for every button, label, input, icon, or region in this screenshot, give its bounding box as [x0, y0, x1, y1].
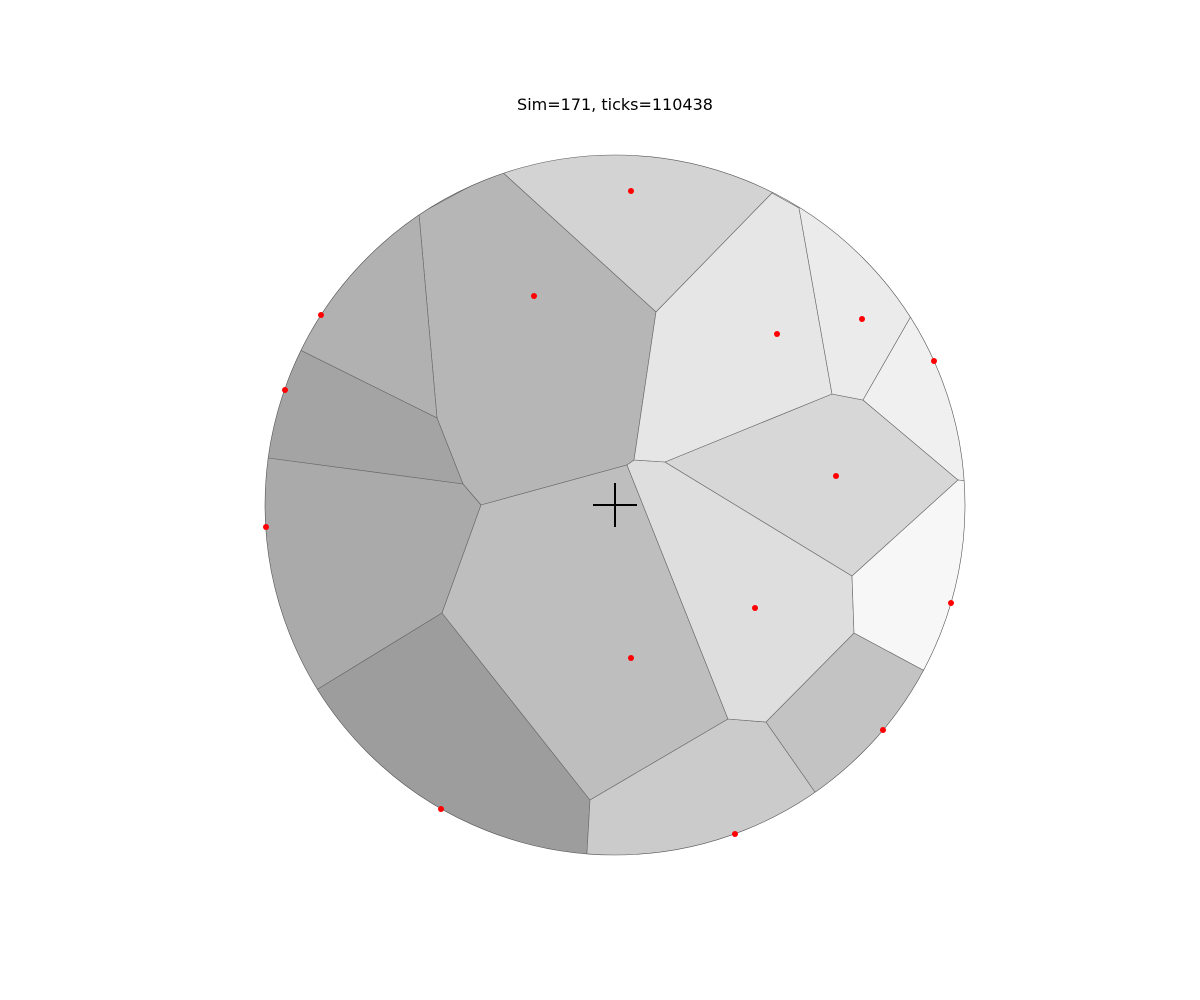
seed-point	[628, 655, 634, 661]
seed-point	[833, 473, 839, 479]
seed-point	[531, 293, 537, 299]
seed-point	[628, 188, 634, 194]
seed-point	[732, 831, 738, 837]
seed-point	[931, 358, 937, 364]
seed-point	[948, 600, 954, 606]
seed-point	[318, 312, 324, 318]
seed-point	[880, 727, 886, 733]
seed-point	[263, 524, 269, 530]
seed-point	[859, 316, 865, 322]
seed-point	[282, 387, 288, 393]
seed-point	[752, 605, 758, 611]
seed-point	[438, 806, 444, 812]
seed-point	[774, 331, 780, 337]
